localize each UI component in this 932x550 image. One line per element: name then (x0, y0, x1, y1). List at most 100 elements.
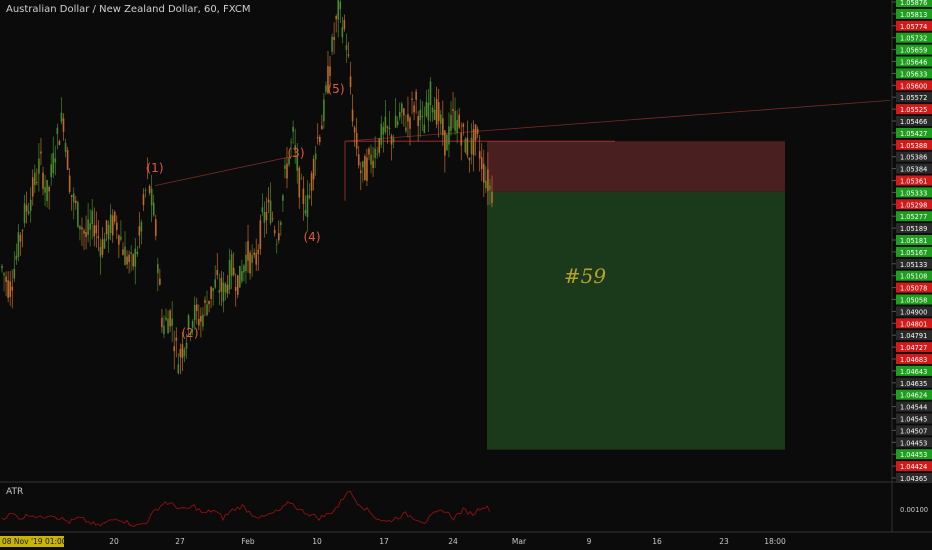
price-axis[interactable]: 1.05876 1.05813 1.05774 1.05732 1.05659 1.056… (892, 0, 932, 483)
candle-body (323, 99, 325, 122)
candle-body (25, 205, 28, 212)
candle-body (198, 318, 200, 326)
price-tick-label: 1.04683 (900, 356, 927, 364)
candle-body (187, 315, 190, 329)
candle-body (44, 187, 46, 193)
candle-body (140, 222, 143, 232)
candle-body (378, 138, 381, 153)
candle-body (456, 119, 458, 134)
candle-body (85, 232, 87, 237)
candle-body (302, 188, 305, 204)
candle-body (228, 260, 231, 290)
candle-body (120, 236, 122, 240)
candle-body (359, 170, 362, 173)
price-tick-label: 1.05333 (900, 189, 927, 197)
candle-body (68, 175, 71, 192)
price-tag (896, 175, 932, 186)
candle-body (52, 152, 55, 174)
chart-title: Australian Dollar / New Zealand Dollar, … (6, 4, 251, 15)
candle-body (331, 36, 333, 52)
candle-body (195, 304, 198, 311)
candle-body (485, 180, 487, 189)
candle-body (269, 200, 272, 224)
price-tick-label: 1.05732 (900, 35, 927, 43)
candle-body (468, 157, 471, 161)
candle-body (79, 225, 81, 230)
candle-body (280, 222, 282, 226)
price-tag (896, 318, 932, 329)
candle-body (472, 129, 475, 156)
candle-body (345, 45, 348, 51)
price-tick-label: 1.05600 (900, 82, 927, 90)
candle-body (396, 121, 399, 125)
candle-body (111, 215, 114, 236)
time-tick-label: Mar (512, 537, 527, 546)
candle-body (72, 193, 75, 203)
candle-body (245, 254, 247, 272)
candle-body (1, 266, 3, 269)
wave-labels[interactable]: (1) (2) (3) (4) (5) (147, 82, 345, 340)
candle-body (113, 211, 116, 222)
price-tick-label: 1.05058 (900, 297, 927, 305)
candle-body (480, 157, 483, 170)
price-tick-label: 1.05633 (900, 70, 927, 78)
candle-body (29, 199, 32, 211)
candle-body (171, 318, 173, 326)
price-tick-label: 1.05298 (900, 201, 927, 209)
candle-body (470, 137, 473, 155)
trade-position-box[interactable] (487, 141, 785, 450)
candle-body (407, 114, 409, 122)
candle-body (157, 264, 159, 274)
price-tag (896, 139, 932, 150)
candle-body (99, 246, 102, 257)
candle-body (411, 98, 413, 100)
candle-body (376, 153, 378, 155)
price-tick-label: 1.05813 (900, 11, 927, 19)
candle-body (230, 254, 233, 276)
candle-body (243, 265, 245, 273)
candle-body (284, 165, 286, 169)
candle-body (150, 188, 153, 206)
time-tick-label: Feb (241, 537, 255, 546)
candle-body (206, 304, 208, 316)
candle-body (5, 276, 7, 282)
candle-body (318, 136, 321, 143)
candle-body (159, 278, 161, 285)
candle-body (46, 179, 48, 201)
price-tag (896, 151, 932, 162)
candle-body (11, 286, 14, 291)
candle-body (116, 222, 118, 230)
candle-body (126, 256, 128, 265)
candle-body (437, 102, 440, 121)
candle-body (234, 287, 237, 291)
candle-body (177, 364, 180, 374)
price-tick-label: 1.05078 (900, 285, 927, 293)
candle-body (91, 210, 94, 225)
candle-body (403, 108, 405, 116)
price-tick-label: 1.04900 (900, 308, 927, 316)
time-axis[interactable]: 20 27 Feb 10 17 24 Mar 9 16 23 18:00 (109, 537, 786, 546)
candle-body (444, 130, 446, 156)
price-tag (896, 20, 932, 31)
candle-body (421, 115, 424, 117)
price-tag (896, 258, 932, 269)
price-tag (896, 80, 932, 91)
candle-body (431, 107, 434, 113)
price-tick-label: 1.04801 (900, 320, 927, 328)
candle-body (181, 344, 184, 359)
price-tick-label: 1.05189 (900, 225, 927, 233)
candle-body (247, 240, 249, 261)
time-tick-label: 20 (109, 537, 119, 546)
candle-body (478, 150, 481, 159)
price-tag (896, 235, 932, 245)
price-tick-label: 1.05646 (900, 59, 927, 67)
price-tag (896, 473, 932, 483)
candle-body (325, 85, 327, 92)
price-tick-label: 1.04791 (900, 332, 927, 340)
candle-body (146, 167, 149, 170)
candle-body (179, 348, 182, 357)
candle-body (130, 252, 132, 255)
candle-body (296, 156, 299, 171)
price-tag (896, 377, 932, 388)
